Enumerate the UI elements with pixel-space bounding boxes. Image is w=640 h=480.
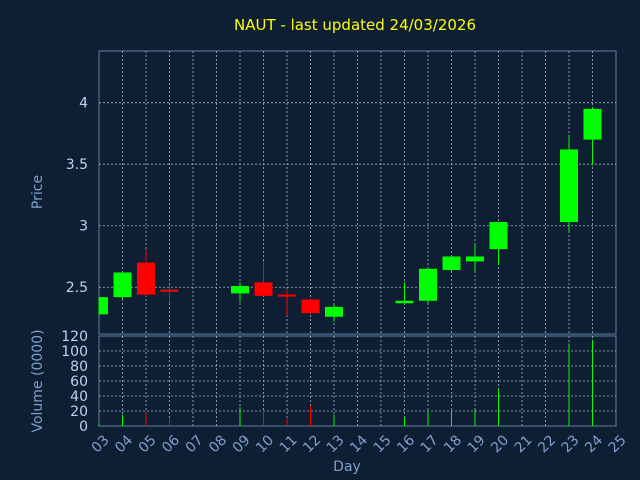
chart-title: NAUT - last updated 24/03/2026 xyxy=(234,16,476,34)
candle-body xyxy=(160,289,179,292)
price-tick-label: 4 xyxy=(79,96,88,112)
volume-axis-label: Volume (0000) xyxy=(30,329,46,432)
candle-body xyxy=(231,286,249,294)
candle-body xyxy=(395,300,414,304)
price-panel: 2.5 3 3.5 4 xyxy=(66,50,617,335)
candle-body xyxy=(99,297,108,315)
candle-body xyxy=(489,222,508,250)
candle-body xyxy=(278,294,296,297)
price-tick-label: 2.5 xyxy=(66,280,88,296)
x-axis-label: Day xyxy=(333,459,361,475)
candle-body xyxy=(583,108,602,140)
volume-tick-label: 120 xyxy=(61,329,88,345)
price-tick-label: 3.5 xyxy=(66,157,88,173)
candle-body xyxy=(325,306,343,317)
price-axis-label: Price xyxy=(30,175,46,209)
candle-body xyxy=(560,149,578,223)
volume-tick-label: 60 xyxy=(70,374,88,390)
candle-body xyxy=(466,256,484,262)
x-axis-ticks: 03 04 05 06 07 08 09 10 11 12 13 14 15 16 17 18 19 20 21 22… xyxy=(89,432,630,456)
candle-body xyxy=(442,256,461,271)
volume-tick-label: 0 xyxy=(79,419,88,435)
candle-body xyxy=(301,299,320,314)
volume-tick-label: 40 xyxy=(70,389,88,405)
volume-tick-label: 20 xyxy=(70,404,88,420)
volume-tick-label: 100 xyxy=(61,344,88,360)
price-tick-label: 3 xyxy=(79,219,88,235)
candle-body xyxy=(419,268,437,301)
candle-body xyxy=(254,282,273,296)
candle-body xyxy=(137,262,155,295)
candle-body xyxy=(113,272,132,298)
volume-tick-label: 80 xyxy=(70,359,88,375)
